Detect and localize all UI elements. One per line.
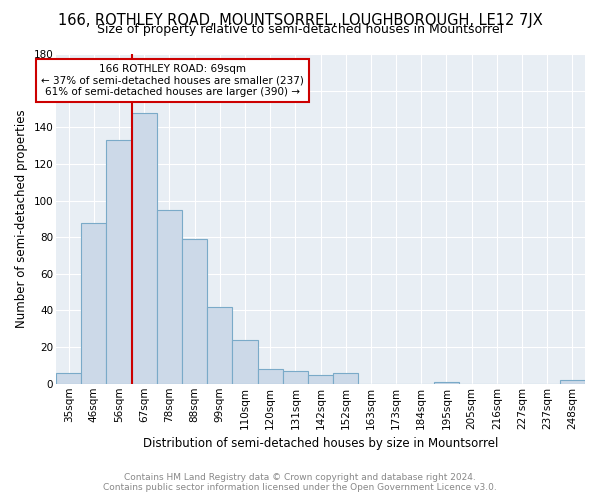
- Bar: [308, 374, 333, 384]
- Bar: [106, 140, 131, 384]
- Bar: [232, 340, 257, 384]
- Bar: [560, 380, 585, 384]
- Text: Size of property relative to semi-detached houses in Mountsorrel: Size of property relative to semi-detach…: [97, 22, 503, 36]
- Bar: [182, 239, 207, 384]
- Y-axis label: Number of semi-detached properties: Number of semi-detached properties: [15, 110, 28, 328]
- Bar: [434, 382, 459, 384]
- Bar: [56, 373, 81, 384]
- Bar: [257, 369, 283, 384]
- Bar: [207, 307, 232, 384]
- Bar: [333, 373, 358, 384]
- X-axis label: Distribution of semi-detached houses by size in Mountsorrel: Distribution of semi-detached houses by …: [143, 437, 498, 450]
- Bar: [157, 210, 182, 384]
- Text: 166 ROTHLEY ROAD: 69sqm
← 37% of semi-detached houses are smaller (237)
61% of s: 166 ROTHLEY ROAD: 69sqm ← 37% of semi-de…: [41, 64, 304, 97]
- Bar: [81, 222, 106, 384]
- Text: Contains HM Land Registry data © Crown copyright and database right 2024.
Contai: Contains HM Land Registry data © Crown c…: [103, 473, 497, 492]
- Text: 166, ROTHLEY ROAD, MOUNTSORREL, LOUGHBOROUGH, LE12 7JX: 166, ROTHLEY ROAD, MOUNTSORREL, LOUGHBOR…: [58, 12, 542, 28]
- Bar: [131, 112, 157, 384]
- Bar: [283, 371, 308, 384]
